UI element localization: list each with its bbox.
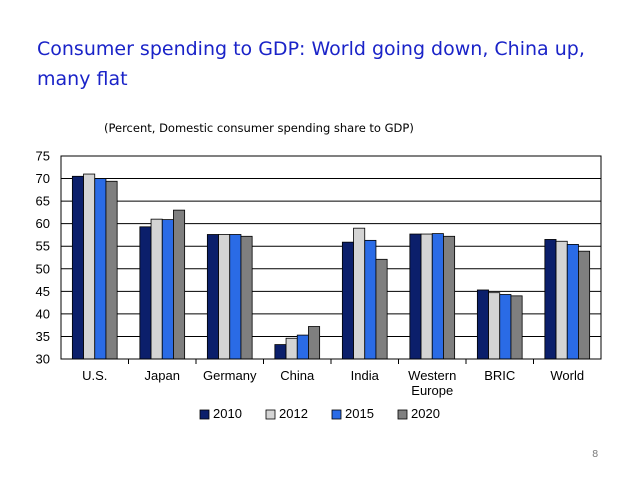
legend-label-2015: 2015: [345, 406, 374, 421]
x-tick-label: Germany: [203, 368, 257, 383]
legend-swatch-2012: [265, 409, 276, 420]
bar-2015: [364, 239, 377, 360]
slide-title: Consumer spending to GDP: World going do…: [37, 38, 585, 90]
bar-2020: [375, 258, 388, 360]
legend: 2010 2012 2015 2020: [199, 406, 440, 421]
bar-2010: [71, 175, 84, 360]
bar-2015: [229, 234, 242, 360]
bar-2012: [218, 234, 231, 360]
axes: 30 35 40 45 50 55 60 65 70 75 U.S. Japan Germany Chin…: [36, 149, 602, 398]
bar-2015: [94, 178, 107, 360]
y-tick-label: 30: [36, 352, 50, 367]
y-tick-label: 35: [36, 329, 50, 344]
y-tick-label: 45: [36, 284, 50, 299]
x-tick-label: India: [351, 368, 380, 383]
x-tick-label: Japan: [145, 368, 180, 383]
legend-label-2010: 2010: [213, 406, 242, 421]
page-number: 8: [592, 449, 599, 460]
bar-2015: [499, 294, 512, 360]
chart-subtitle: (Percent, Domestic consumer spending sha…: [104, 121, 414, 135]
bar-2012: [353, 227, 366, 360]
bar-2020: [240, 235, 253, 360]
bar-2012: [488, 292, 501, 360]
legend-swatch-2020: [397, 409, 408, 420]
legend-label-2012: 2012: [279, 406, 308, 421]
x-tick-label: U.S.: [82, 368, 107, 383]
y-tick-label: 65: [36, 194, 50, 209]
x-tick-label: BRIC: [484, 368, 515, 383]
bar-2020: [443, 235, 456, 360]
legend-swatch-2010: [199, 409, 210, 420]
bar-2012: [285, 337, 298, 360]
bar-2010: [476, 289, 489, 360]
bar-2015: [296, 334, 309, 360]
bar-2020: [173, 209, 186, 360]
bar-2010: [139, 226, 152, 360]
bar-2012: [420, 233, 433, 360]
bar-2015: [161, 219, 174, 360]
bar-2020: [308, 326, 321, 360]
y-tick-label: 60: [36, 216, 50, 231]
bar-2020: [105, 180, 118, 360]
bar-2010: [206, 234, 219, 360]
bar-2020: [510, 295, 523, 360]
bar-2010: [341, 241, 354, 360]
legend-swatch-2015: [331, 409, 342, 420]
y-tick-label: 70: [36, 171, 50, 186]
bar-2012: [555, 240, 568, 360]
bar-2015: [566, 244, 579, 360]
y-tick-label: 40: [36, 306, 50, 321]
bar-2020: [578, 250, 591, 360]
bar-2010: [409, 233, 422, 360]
bar-2010: [544, 239, 557, 360]
y-tick-label: 55: [36, 239, 50, 254]
x-tick-label: China: [280, 368, 315, 383]
bar-2010: [274, 344, 287, 360]
y-tick-label: 50: [36, 261, 50, 276]
x-tick-label: World: [550, 368, 584, 383]
legend-label-2020: 2020: [411, 406, 440, 421]
bar-2012: [83, 173, 96, 360]
bar-2012: [150, 218, 163, 360]
bar-2015: [431, 233, 444, 360]
x-tick-label: Western Europe: [408, 368, 456, 398]
y-tick-label: 75: [36, 149, 50, 164]
